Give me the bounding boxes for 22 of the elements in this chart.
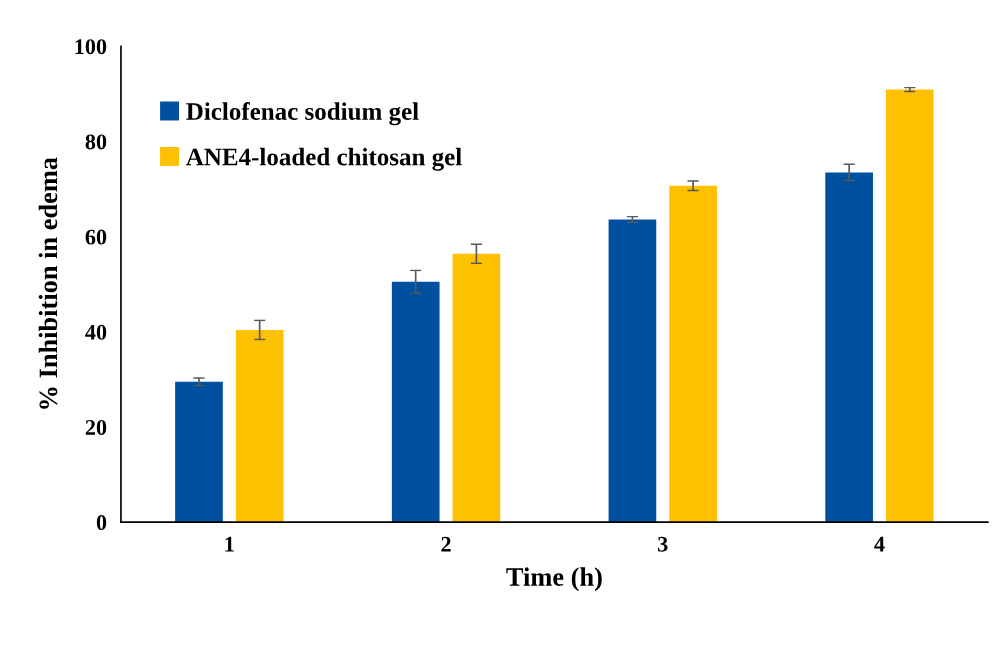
x-tick-label: 1 [225, 536, 234, 552]
y-tick-label: 40 [85, 324, 107, 340]
bar [608, 219, 657, 523]
bar [452, 253, 501, 523]
y-tick-label: 0 [96, 515, 107, 531]
x-axis-title: Time (h) [506, 567, 602, 592]
y-tick-label: 20 [85, 419, 107, 435]
x-tick-label: 2 [441, 536, 451, 552]
x-tick-label: 4 [874, 536, 885, 552]
y-tick-label: 80 [85, 134, 107, 150]
bar [235, 329, 284, 523]
x-tick-label: 3 [658, 536, 668, 552]
legend-label: Diclofenac sodium gel [186, 102, 419, 126]
y-axis-title: % Inhibition in edema [38, 157, 58, 409]
bar [669, 185, 717, 523]
legend-label: ANE4-loaded chitosan gel [186, 147, 462, 171]
y-tick-label: 60 [85, 229, 107, 245]
y-tick-label: 100 [75, 39, 107, 55]
bar [391, 281, 440, 523]
bar [885, 89, 934, 523]
bar [825, 172, 873, 523]
bar [175, 381, 223, 523]
